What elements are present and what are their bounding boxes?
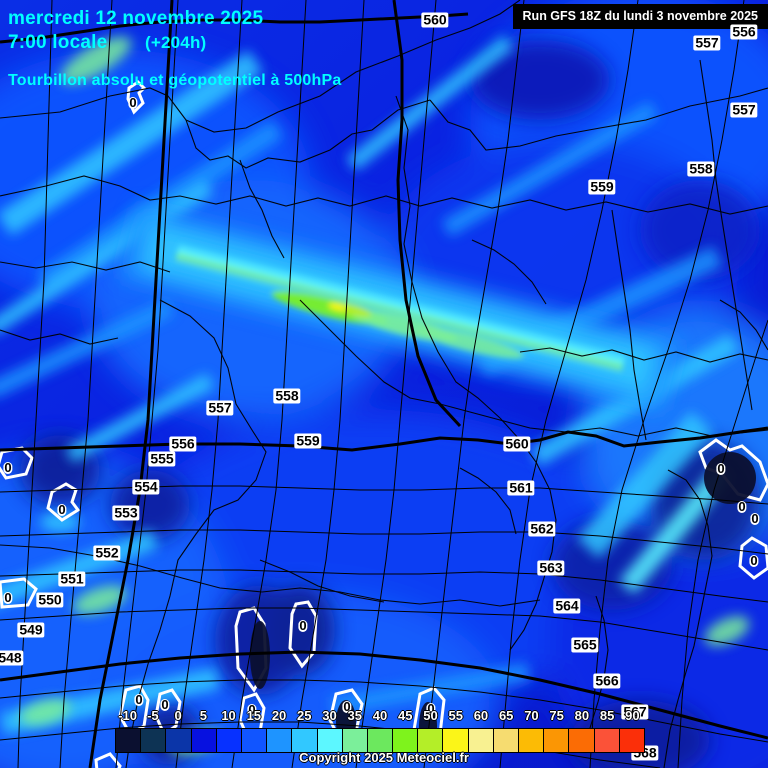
colorbar-tick-labels: -10 -5 0 5 10 15 20 25 30 35 40 45 50 55 60 65 70 75 80 85 9… — [115, 708, 645, 726]
colorbar-swatch — [468, 729, 494, 752]
geopotential-contour-label: 556 — [169, 435, 197, 452]
model-run-label: Run GFS 18Z du lundi 3 novembre 2025 — [522, 9, 758, 23]
geopotential-contour-label: 550 — [36, 591, 64, 608]
zero-contour-label: 0 — [134, 692, 144, 707]
colorbar-tick: 15 — [246, 708, 262, 723]
geopotential-contour-label: 561 — [507, 479, 535, 496]
colorbar-swatch — [342, 729, 368, 752]
colorbar-swatch — [191, 729, 217, 752]
zero-contour-label: 0 — [737, 499, 747, 514]
geopotential-contour-label: 559 — [588, 178, 616, 195]
colorbar-tick: 35 — [347, 708, 362, 723]
geopotential-contour-label: 564 — [553, 597, 581, 614]
colorbar-tick: 50 — [423, 708, 438, 723]
zero-contour-label: 0 — [3, 590, 13, 605]
colorbar-swatch — [619, 729, 644, 752]
colorbar-swatch — [544, 729, 570, 752]
geopotential-contour-label: 555 — [148, 450, 176, 467]
colorbar-tick: 10 — [221, 708, 236, 723]
geopotential-contour-label: 557 — [206, 399, 234, 416]
geopotential-contour-label: 558 — [273, 387, 301, 404]
colorbar-tick: 85 — [599, 708, 615, 723]
zero-contour-label: 0 — [749, 553, 759, 568]
colorbar-tick: 20 — [271, 708, 287, 723]
geopotential-contour-label: 551 — [58, 570, 86, 587]
geopotential-contour-label: 554 — [132, 478, 160, 495]
colorbar-tick: 5 — [199, 708, 207, 723]
colorbar-tick: 80 — [574, 708, 590, 723]
colorbar-swatch — [267, 729, 293, 752]
zero-contour-label: 0 — [247, 702, 257, 717]
colorbar-swatch — [493, 729, 519, 752]
colorbar-tick: 0 — [174, 708, 182, 723]
colorbar-tick: 25 — [297, 708, 312, 723]
zero-contour-label: 0 — [298, 618, 308, 633]
geopotential-contour-label: 566 — [593, 672, 621, 689]
colorbar-tick: -10 — [118, 708, 138, 723]
colorbar-tick: 30 — [322, 708, 337, 723]
zero-contour-label: 0 — [57, 502, 67, 517]
zero-contour-label: 0 — [716, 461, 726, 476]
forecast-lead-time-label: (+204h) — [145, 33, 207, 52]
colorbar-tick: 70 — [524, 708, 539, 723]
colorbar-swatch — [367, 729, 394, 752]
colorbar-swatch — [116, 729, 142, 752]
geopotential-contour-label: 558 — [687, 160, 715, 177]
zero-contour-label: 0 — [3, 460, 13, 475]
colorbar-swatch — [418, 729, 444, 752]
geopotential-contour-label: 553 — [112, 504, 140, 521]
zero-contour-label: 0 — [750, 511, 760, 526]
geopotential-contour-label: 565 — [571, 636, 599, 653]
colorbar-swatch — [594, 729, 620, 752]
model-run-banner: Run GFS 18Z du lundi 3 novembre 2025 — [512, 4, 768, 29]
colorbar-swatch — [166, 729, 192, 752]
colorbar-swatch — [241, 729, 268, 752]
zero-contour-label: 0 — [128, 95, 138, 110]
colorbar-tick: -5 — [147, 708, 159, 723]
forecast-date-label: mercredi 12 novembre 2025 — [8, 8, 264, 29]
colorbar-swatch — [292, 729, 318, 752]
colorbar-tick: 45 — [398, 708, 413, 723]
geopotential-contour-label: 560 — [503, 435, 531, 452]
geopotential-contour-label: 567 — [621, 703, 649, 720]
geopotential-contour-label: 552 — [93, 544, 121, 561]
colorbar-swatch — [393, 729, 419, 752]
colorbar-tick: 55 — [448, 708, 463, 723]
parameter-title-label: Tourbillon absolu et géopotentiel à 500h… — [8, 72, 342, 89]
zero-contour-label: 0 — [342, 699, 352, 714]
geopotential-contour-label: 557 — [693, 34, 721, 51]
geopotential-contour-label: 560 — [421, 11, 449, 28]
colorbar-tick: 75 — [549, 708, 564, 723]
colorbar-tick: 90 — [625, 708, 640, 723]
zero-contour-label: 0 — [160, 697, 170, 712]
geopotential-contour-label: 562 — [528, 520, 556, 537]
forecast-time-label: 7:00 locale — [8, 32, 108, 53]
geopotential-contour-label: 559 — [294, 432, 322, 449]
geopotential-contour-label: 548 — [0, 650, 24, 666]
colorbar-swatch — [519, 729, 545, 752]
geopotential-contour-label: 563 — [537, 559, 565, 576]
zero-contour-label: 0 — [426, 701, 436, 716]
colorbar-swatch — [141, 729, 167, 752]
copyright-label: Copyright 2025 Meteociel.fr — [299, 750, 469, 765]
colorbar-swatch — [216, 729, 242, 752]
colorbar-swatch — [443, 729, 469, 752]
colorbar-tick: 65 — [498, 708, 514, 723]
colorbar-swatch — [317, 729, 343, 752]
colorbar — [115, 728, 645, 753]
geopotential-contour-label: 549 — [17, 621, 45, 638]
geopotential-contour-label: 557 — [730, 101, 758, 118]
colorbar-tick: 40 — [372, 708, 388, 723]
colorbar-tick: 60 — [473, 708, 489, 723]
colorbar-swatch — [569, 729, 595, 752]
geopotential-contour-label: 556 — [730, 23, 758, 40]
